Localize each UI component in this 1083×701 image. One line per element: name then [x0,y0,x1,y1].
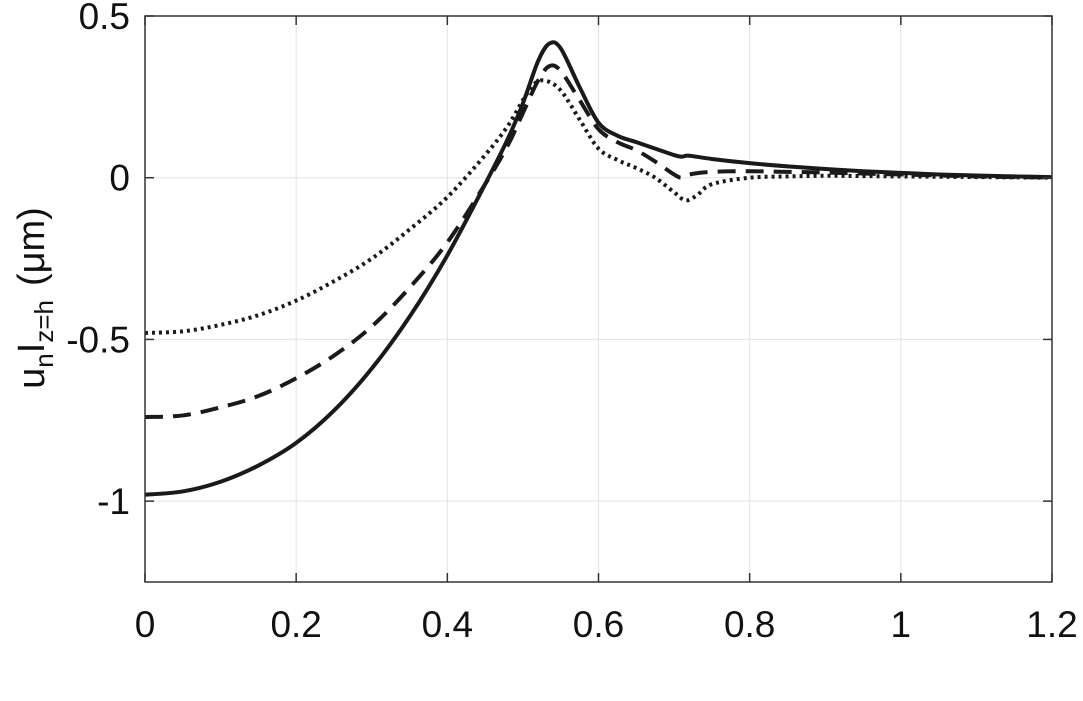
y-tick-label: 0.5 [79,0,130,37]
x-tick-label: 0.8 [724,604,775,645]
x-tick-label: 1.2 [1026,604,1077,645]
ticks [144,15,1053,582]
y-axis-label-sub1: n [29,353,59,367]
x-tick-labels: 0 0.2 0.4 0.6 0.8 1 1.2 [135,604,1078,645]
x-tick-label: 0.2 [270,604,321,645]
x-tick-label: 1 [891,604,912,645]
grid [144,15,1053,582]
y-axis-label-units: (μm) [11,207,53,286]
y-tick-labels: -1 -0.5 0 0.5 [66,0,130,522]
y-tick-label: 0 [109,158,130,199]
y-axis-label-base: u [11,368,53,389]
y-axis-label-bar: I [11,343,53,354]
series-line-dashed [144,63,1053,420]
y-axis-label: unIz=h (μm) [11,207,59,389]
x-tick-label: 0.4 [422,604,473,645]
series-line-solid [144,40,1053,497]
y-tick-label: -0.5 [66,319,130,360]
y-axis-label-sub2: z=h [29,300,59,343]
y-tick-label: -1 [97,481,130,522]
series-layer [144,40,1053,497]
x-tick-label: 0 [135,604,156,645]
x-tick-label: 0.6 [573,604,624,645]
series-line-dotted [144,78,1053,335]
